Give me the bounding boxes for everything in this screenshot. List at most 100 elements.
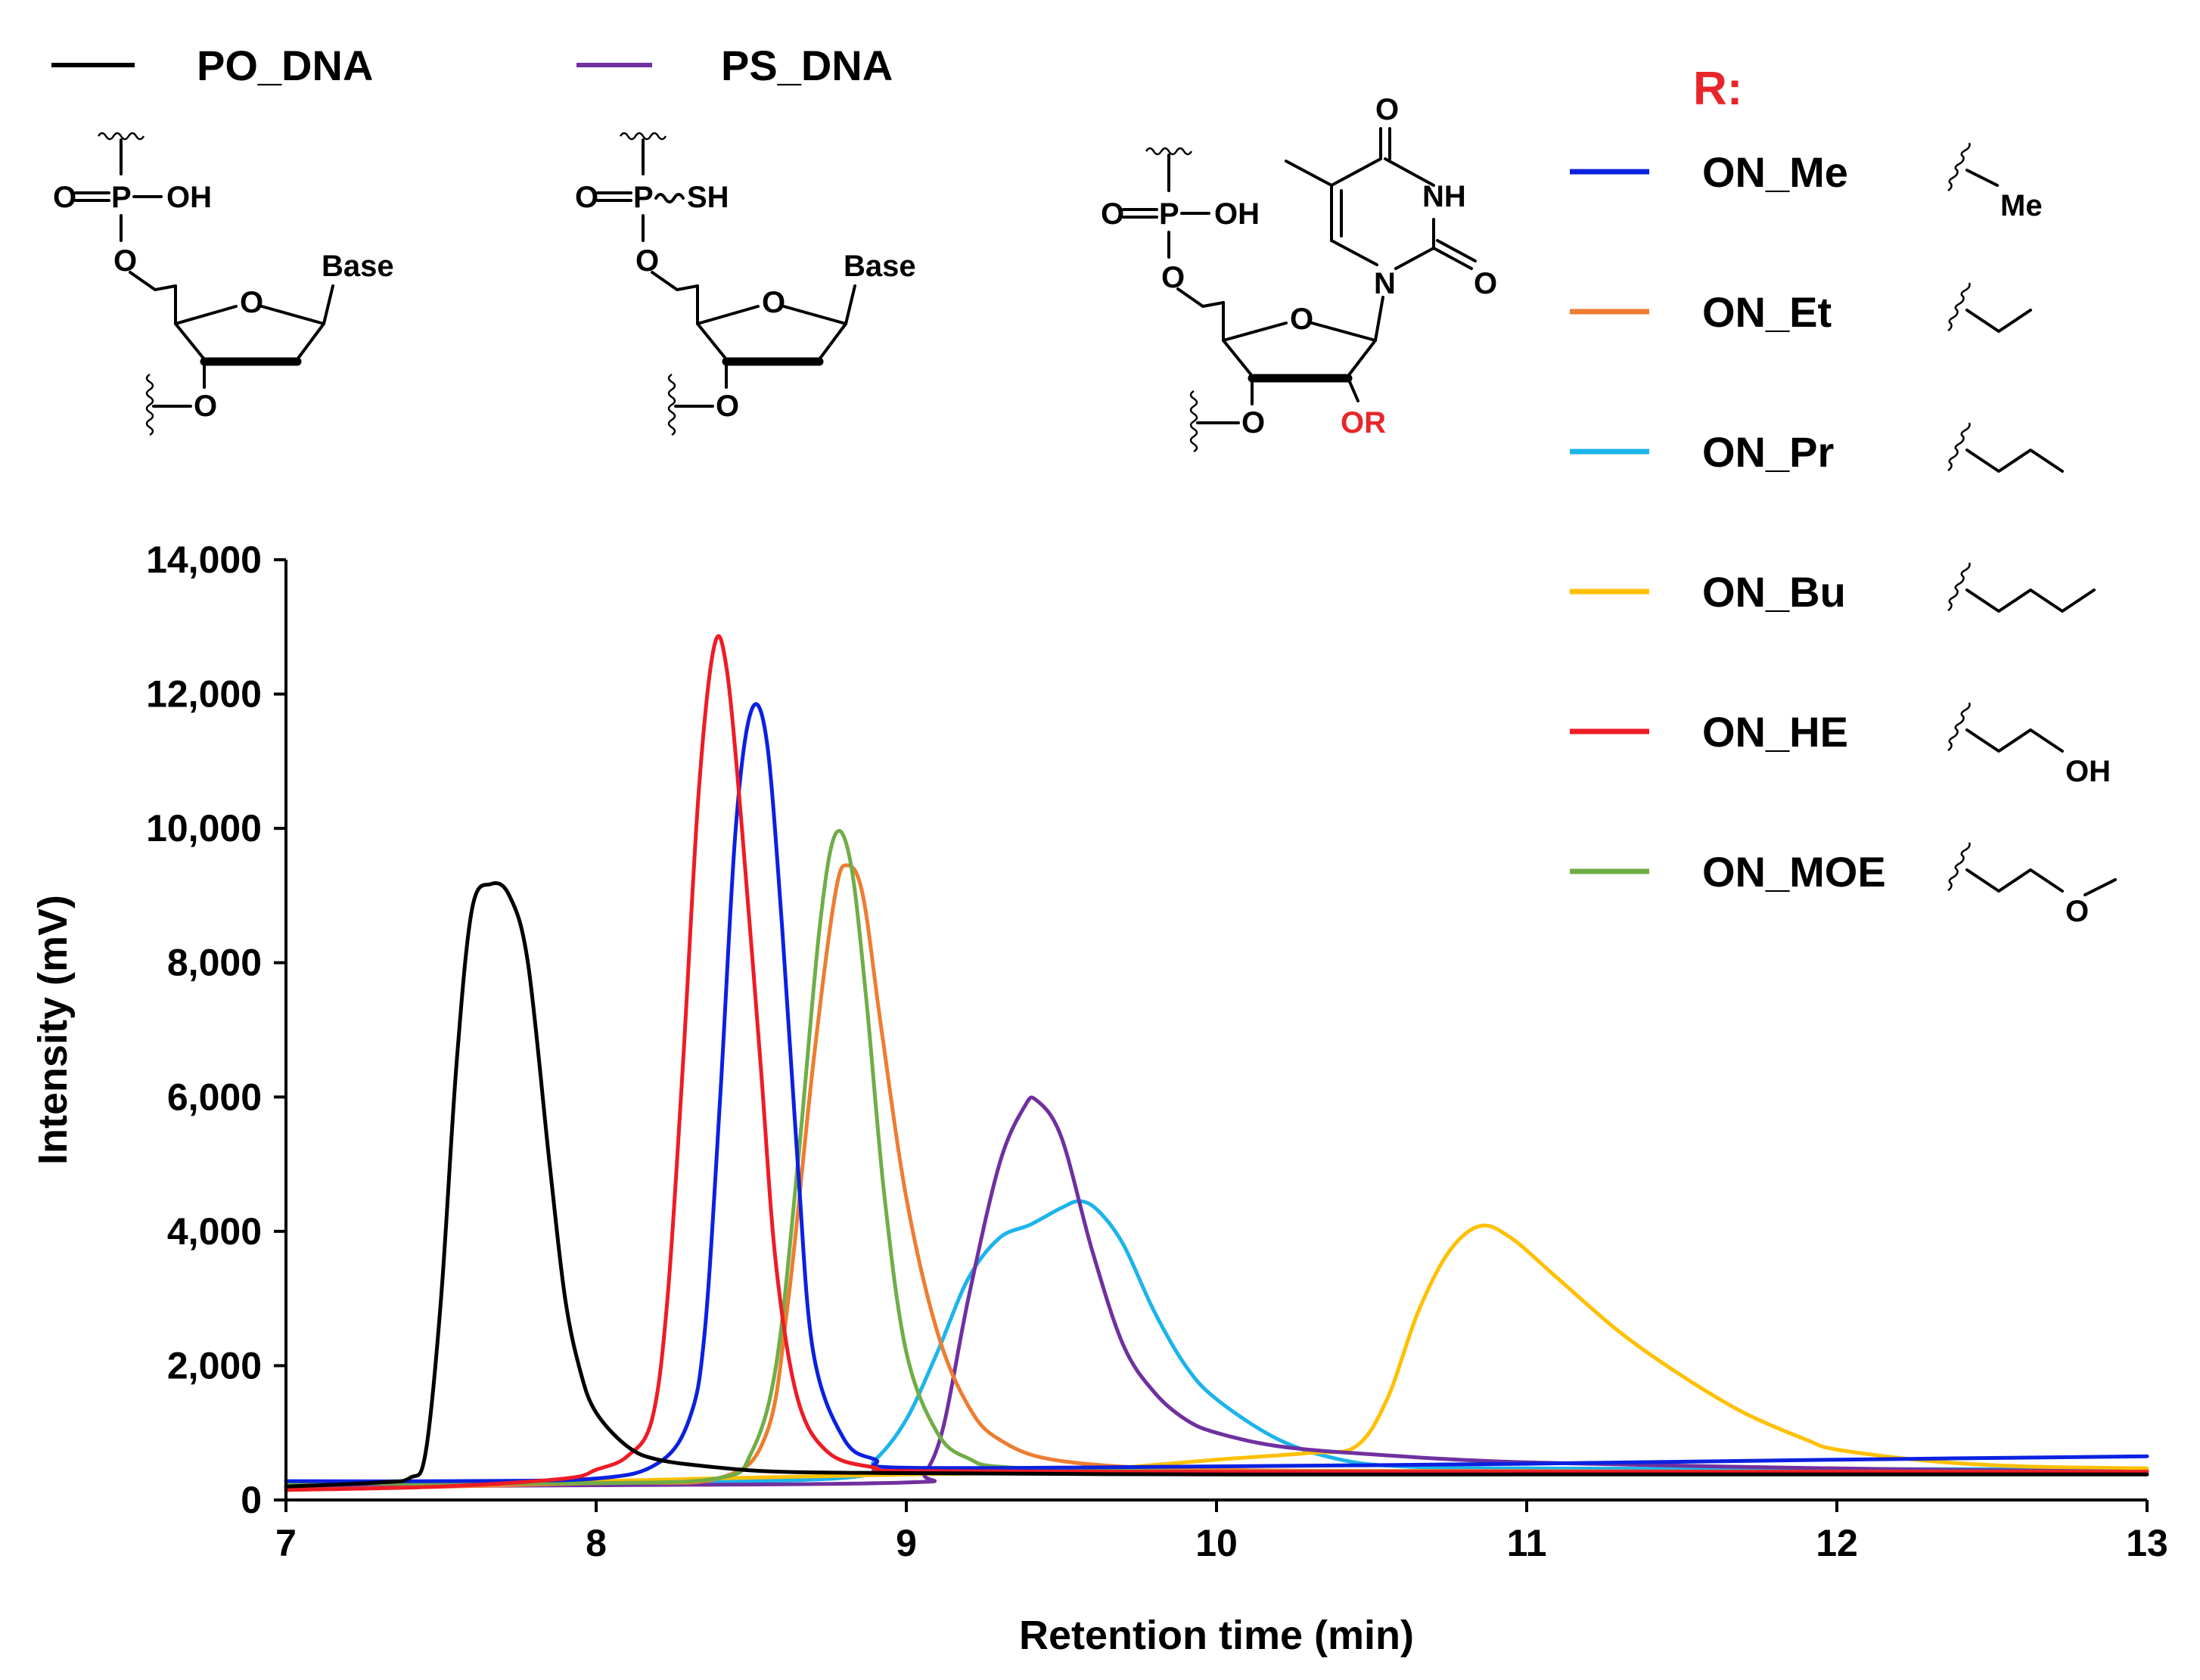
oxygen-double-label: O — [575, 181, 598, 214]
wavy-bond — [1947, 842, 1971, 892]
thiol-label: SH — [687, 181, 729, 214]
bond — [782, 305, 847, 325]
structure-ps-dna: P O SH O O Base O — [575, 132, 916, 436]
imide-nh-label: NH — [1422, 180, 1466, 213]
bond — [260, 305, 325, 325]
legend-label-po-dna: PO_DNA — [197, 42, 373, 89]
bond — [1176, 287, 1225, 308]
y-tick-label: 10,000 — [146, 807, 262, 849]
bond — [1432, 247, 1473, 270]
bond — [1330, 239, 1378, 266]
base-label: Base — [322, 250, 394, 283]
x-tick-label: 11 — [1507, 1522, 1547, 1564]
substituent-structure-on-bu — [1947, 562, 2096, 613]
chart-axes: 0 2,000 4,000 6,000 8,000 10,000 12,000 14,000 7… — [146, 539, 2168, 1564]
bond — [1965, 868, 2064, 893]
chromatogram-chart: 0 2,000 4,000 6,000 8,000 10,000 12,000 14,000 7… — [30, 539, 2168, 1658]
wavy-bond — [1189, 390, 1198, 453]
y-tick-label: 4,000 — [167, 1210, 262, 1253]
ring-oxygen-label: O — [1290, 303, 1313, 336]
bond — [1330, 157, 1382, 187]
legend-label-on-moe: ON_MOE — [1702, 848, 1886, 896]
legend-label-ps-dna: PS_DNA — [721, 42, 893, 89]
legend-top: PO_DNA PS_DNA — [51, 42, 893, 89]
legend-label-on-et: ON_Et — [1702, 288, 1832, 336]
bond — [1222, 339, 1254, 377]
y-tick-label: 0 — [241, 1479, 262, 1521]
bond — [1347, 339, 1377, 377]
structure-modified-thymidine: P O OH O O O OR N O NH — [1101, 93, 1497, 453]
substituent-structure-on-moe: O — [1947, 842, 2117, 928]
x-tick-label: 9 — [896, 1522, 917, 1564]
wavy-bond — [1947, 282, 1971, 332]
bond — [1965, 728, 2064, 753]
y-tick-label: 2,000 — [167, 1344, 262, 1387]
y-axis-title: Intensity (mV) — [30, 895, 76, 1165]
phosphate-oxygen-label: O — [635, 244, 659, 278]
bond — [129, 271, 177, 291]
hydroxyl-label: OH — [166, 181, 212, 214]
chart-series-group — [284, 634, 2149, 1492]
bond — [296, 322, 325, 361]
or-substituent-label: OR — [1341, 406, 1386, 439]
hydroxyl-label: OH — [1214, 197, 1260, 231]
bond — [2083, 878, 2117, 896]
bond — [696, 305, 760, 325]
wavy-bond — [654, 193, 685, 203]
bond — [322, 284, 334, 325]
bond — [1310, 321, 1377, 342]
phosphorus-label: P — [111, 181, 132, 214]
series-line-on-et — [284, 863, 2149, 1492]
substituent-structure-on-pr — [1947, 422, 2064, 473]
series-line-on-moe — [284, 828, 2149, 1486]
y-tick-label: 14,000 — [146, 539, 262, 581]
phosphorus-label: P — [633, 181, 654, 214]
phosphorus-label: P — [1159, 197, 1179, 231]
substituent-label: O — [2065, 895, 2089, 928]
series-line-on-he — [284, 634, 2149, 1492]
three-prime-oxygen-label: O — [716, 390, 739, 423]
series-line-on-me — [284, 702, 2149, 1483]
series-line-on-bu — [284, 1223, 2149, 1492]
bond — [174, 322, 206, 361]
substituent-structure-on-he: OH — [1947, 702, 2111, 788]
wavy-bond — [1947, 702, 1971, 752]
substituent-label: OH — [2065, 755, 2111, 788]
phosphate-oxygen-label: O — [113, 244, 137, 278]
x-tick-label: 7 — [275, 1522, 297, 1564]
bond — [1965, 309, 2032, 333]
bond — [1394, 247, 1435, 270]
legend-label-on-he: ON_HE — [1702, 708, 1848, 756]
legend-label-on-pr: ON_Pr — [1702, 428, 1834, 476]
x-axis-title: Retention time (min) — [1019, 1613, 1414, 1658]
legend-label-on-bu: ON_Bu — [1702, 568, 1846, 616]
x-tick-label: 10 — [1195, 1522, 1238, 1564]
wavy-bond — [1145, 147, 1193, 156]
bond — [1436, 239, 1477, 262]
n1-label: N — [1374, 267, 1396, 300]
r-group-title: R: — [1693, 63, 1742, 115]
bond — [1222, 321, 1288, 342]
wavy-bond — [97, 132, 145, 141]
bond — [1965, 169, 1999, 187]
series-line-po-dna — [284, 881, 2149, 1489]
bond — [818, 322, 847, 361]
substituent-structure-on-me: Me — [1947, 142, 2043, 222]
wavy-bond — [619, 132, 667, 141]
substituent-structure-on-et — [1947, 282, 2032, 333]
oxygen-double-label: O — [1101, 197, 1124, 231]
structure-po-dna: P O OH O O Base O — [53, 132, 394, 436]
bond — [1965, 588, 2096, 613]
y-tick-label: 12,000 — [146, 673, 262, 716]
phosphate-oxygen-label: O — [1161, 261, 1185, 294]
bond — [651, 271, 699, 291]
bond — [1285, 160, 1333, 187]
carbonyl-oxygen-top-label: O — [1375, 93, 1399, 126]
x-tick-label: 13 — [2126, 1522, 2168, 1564]
base-label: Base — [844, 250, 916, 283]
bond — [844, 284, 856, 325]
x-tick-label: 12 — [1816, 1522, 1858, 1564]
wavy-bond — [1947, 422, 1971, 472]
wavy-bond — [1947, 142, 1971, 192]
